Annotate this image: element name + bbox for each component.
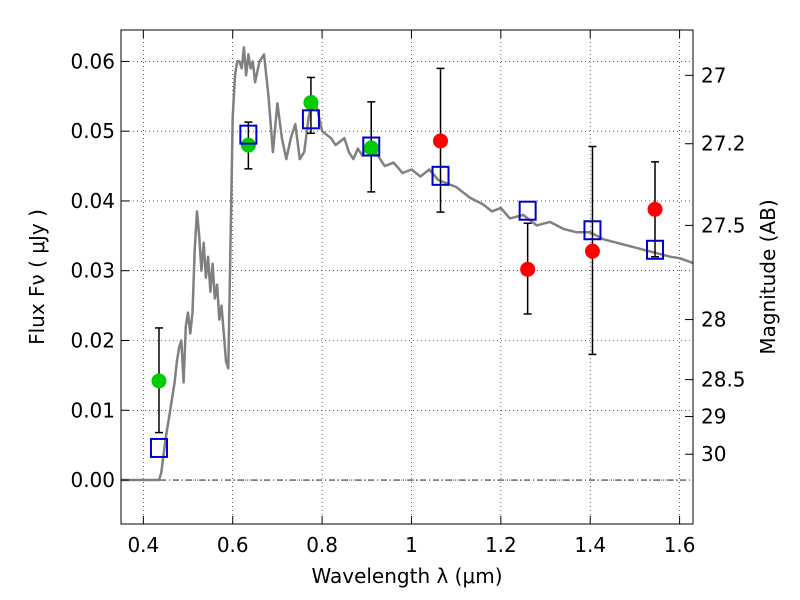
model-point [362, 136, 381, 157]
data-point [647, 201, 663, 217]
model-spectrum-line [121, 46, 693, 482]
x-tick-label: 1.4 [574, 533, 606, 557]
model-point [646, 239, 665, 260]
model-point [301, 109, 320, 130]
plot-frame [120, 29, 694, 525]
y-axis-label: Flux Fν ( μJy ) [25, 209, 49, 345]
y-tick-label: 0.00 [70, 468, 115, 492]
y-tick-label: 0.02 [70, 328, 115, 352]
x-tick-label: 1.6 [664, 533, 696, 557]
model-point [239, 124, 258, 145]
y-tick-label: 0.06 [70, 49, 115, 73]
grid [121, 30, 693, 524]
y-tick-label: 0.01 [70, 398, 115, 422]
y-tick-label: 0.04 [70, 189, 115, 213]
y-tick-label: 0.03 [70, 259, 115, 283]
data-point [363, 140, 379, 156]
model-point [583, 220, 602, 241]
data-point [520, 261, 536, 277]
x-tick-label: 1.2 [485, 533, 517, 557]
x-tick-label: 1 [405, 533, 418, 557]
data-point [303, 95, 319, 111]
y2-axis-label: Magnitude (AB) [756, 199, 780, 354]
data-point [151, 373, 167, 389]
model-point [149, 437, 168, 458]
x-tick-label: 0.8 [306, 533, 338, 557]
model-point [518, 200, 537, 221]
x-tick-label: 0.4 [127, 533, 159, 557]
y2-tick-label: 29 [701, 405, 726, 429]
data-point [240, 137, 256, 153]
plot-data [121, 46, 693, 482]
model-point [431, 165, 450, 186]
y2-tick-label: 28.5 [701, 368, 746, 392]
x-tick-label: 0.6 [217, 533, 249, 557]
x-axis-label: Wavelength λ (μm) [311, 564, 502, 588]
axis-ticks: 0.4 0.6 0.8 1 1.2 1.4 1.6 0.00 0.01 0.02 0.03 0.04 0… [70, 30, 746, 557]
y2-tick-label: 28 [701, 308, 726, 332]
y2-tick-label: 27 [701, 63, 726, 87]
y2-tick-label: 27.2 [701, 132, 746, 156]
y-tick-label: 0.05 [70, 119, 115, 143]
y2-tick-label: 30 [701, 442, 726, 466]
data-point [584, 243, 600, 259]
y2-tick-label: 27.5 [701, 213, 746, 237]
data-point [433, 133, 449, 149]
